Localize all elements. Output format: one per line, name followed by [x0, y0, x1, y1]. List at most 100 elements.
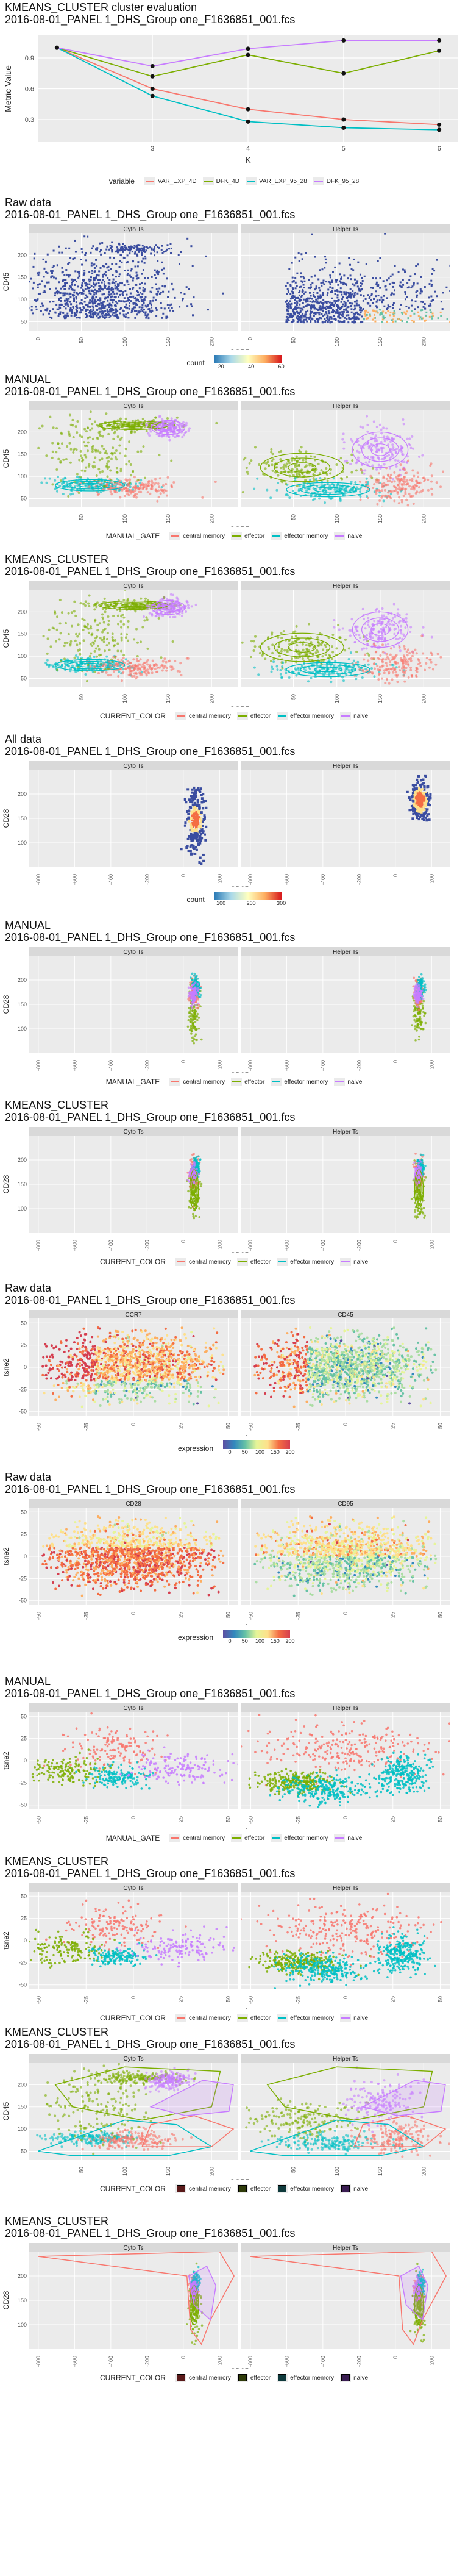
- data-point: [352, 488, 355, 491]
- density-bin: [90, 276, 92, 279]
- data-point: [353, 631, 356, 634]
- data-point: [382, 499, 385, 503]
- density-bin: [428, 315, 431, 318]
- data-point: [277, 482, 280, 485]
- density-bin: [160, 292, 162, 294]
- data-point: [310, 676, 313, 679]
- density-bin: [66, 282, 68, 284]
- density-bin: [142, 299, 144, 301]
- density-bin: [297, 306, 300, 309]
- density-bin: [118, 249, 121, 252]
- density-bin: [78, 273, 80, 275]
- data-point: [405, 613, 408, 616]
- data-point: [103, 482, 106, 485]
- facet-label: Helper Ts: [333, 226, 358, 233]
- data-point: [75, 448, 78, 451]
- data-point: [69, 484, 72, 487]
- data-point: [99, 491, 102, 494]
- density-bin: [334, 317, 336, 320]
- density-bin: [350, 311, 353, 313]
- density-contour: [78, 662, 102, 668]
- data-point: [48, 664, 51, 667]
- data-point: [417, 475, 420, 478]
- density-bin: [297, 315, 300, 317]
- density-bin: [155, 288, 158, 290]
- data-point: [287, 459, 290, 462]
- density-bin: [98, 303, 101, 306]
- data-point: [254, 446, 257, 449]
- data-point: [38, 427, 41, 430]
- density-bin: [102, 301, 105, 303]
- data-point: [346, 462, 349, 465]
- data-point: [335, 668, 338, 671]
- density-bin: [340, 277, 342, 280]
- data-point: [156, 666, 159, 669]
- data-point: [105, 452, 108, 455]
- data-point: [120, 436, 123, 439]
- density-bin: [383, 295, 385, 297]
- data-point: [366, 652, 369, 655]
- density-bin: [116, 249, 119, 252]
- density-bin: [309, 313, 311, 316]
- density-bin: [322, 302, 325, 304]
- data-point: [271, 459, 274, 462]
- density-bin: [92, 309, 94, 312]
- density-bin: [411, 299, 413, 302]
- density-bin: [115, 308, 117, 310]
- data-point: [156, 670, 159, 673]
- density-bin: [88, 292, 91, 295]
- density-bin: [109, 307, 112, 310]
- data-point: [388, 467, 391, 470]
- density-bin: [314, 288, 316, 291]
- density-bin: [81, 302, 83, 305]
- density-bin: [68, 274, 70, 276]
- data-point: [311, 653, 314, 656]
- data-point: [115, 471, 118, 474]
- density-bin: [367, 294, 369, 296]
- data-point: [377, 481, 380, 484]
- data-point: [140, 479, 143, 482]
- density-bin: [178, 263, 180, 265]
- data-point: [85, 466, 88, 469]
- density-bin: [49, 301, 51, 303]
- data-point: [385, 427, 388, 430]
- density-bin: [52, 265, 55, 267]
- density-bin: [296, 301, 299, 304]
- data-point: [293, 459, 296, 462]
- density-bin: [112, 301, 114, 304]
- data-point: [54, 612, 57, 615]
- section-legend: MANUAL_GATE central memory effector effecto…: [0, 532, 468, 540]
- density-bin: [326, 306, 328, 308]
- x-tick-label: 6: [438, 145, 441, 152]
- density-bin: [76, 311, 78, 313]
- data-point: [112, 614, 115, 617]
- density-bin: [63, 317, 66, 320]
- data-point: [60, 664, 63, 667]
- data-point: [310, 641, 313, 644]
- density-bin: [188, 288, 190, 290]
- density-bin: [124, 290, 127, 292]
- density-bin: [304, 313, 307, 316]
- data-point: [169, 426, 172, 429]
- density-bin: [112, 274, 114, 276]
- data-point: [148, 434, 151, 437]
- data-point: [136, 655, 139, 658]
- density-bin: [333, 299, 336, 302]
- data-point: [119, 470, 122, 473]
- density-bin: [311, 310, 313, 313]
- density-bin: [90, 285, 93, 287]
- density-bin: [374, 320, 377, 323]
- density-bin: [75, 308, 77, 310]
- density-bin: [392, 285, 395, 288]
- data-point: [161, 484, 165, 487]
- density-bin: [138, 250, 140, 252]
- density-bin: [349, 296, 351, 299]
- data-point: [89, 429, 92, 432]
- density-bin: [303, 292, 305, 295]
- density-bin: [380, 312, 382, 314]
- data-point: [296, 656, 299, 659]
- data-point: [392, 603, 395, 606]
- density-bin: [402, 284, 405, 286]
- density-bin: [329, 276, 332, 279]
- density-bin: [411, 285, 414, 288]
